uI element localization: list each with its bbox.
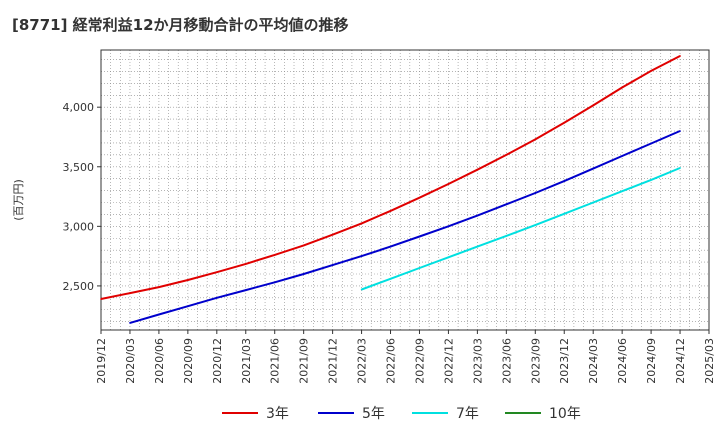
x-tick-label: 2022/12: [442, 338, 455, 384]
data-point: [244, 263, 247, 265]
x-tick-label: 2020/09: [182, 338, 195, 384]
data-point: [621, 155, 623, 157]
data-point: [563, 121, 566, 124]
x-tick-label: 2024/09: [645, 338, 658, 384]
data-point: [534, 192, 537, 194]
plot-area-frame: [100, 49, 710, 331]
chart-title: [8771] 経常利益12か月移動合計の平均値の推移: [12, 16, 349, 34]
x-tick-label: 2021/09: [298, 338, 311, 384]
legend-label: 5年: [362, 406, 385, 422]
x-tick-label: 2021/03: [240, 338, 253, 384]
x-tick-label: 2021/12: [327, 338, 340, 384]
data-point: [505, 203, 508, 206]
data-point: [389, 245, 392, 248]
data-point: [331, 233, 334, 236]
data-point: [158, 286, 160, 288]
x-tick-label: 2023/09: [529, 338, 542, 384]
x-tick-label: 2021/06: [269, 338, 282, 384]
y-axis-label: (百万円): [12, 179, 25, 221]
x-tick-label: 2024/12: [674, 338, 687, 384]
data-point: [534, 224, 537, 226]
data-point: [592, 201, 594, 204]
data-point: [476, 245, 479, 248]
data-point: [360, 255, 363, 257]
series-lines: [100, 55, 681, 324]
legend: 3年 5年 7年 10年: [222, 406, 581, 422]
data-point: [476, 214, 479, 217]
data-point: [302, 273, 305, 275]
data-point: [563, 180, 566, 182]
data-point: [331, 264, 334, 266]
data-point: [273, 281, 276, 284]
x-tick-label: 2023/03: [471, 338, 484, 384]
data-point: [650, 70, 652, 72]
series-line-5年: [129, 130, 681, 324]
data-point: [534, 138, 537, 141]
y-tick-label: 3,000: [63, 220, 95, 233]
x-tick-label: 2023/06: [500, 338, 513, 384]
x-tick-label: 2020/12: [211, 338, 224, 384]
x-tick-label: 2025/03: [703, 338, 716, 384]
data-point: [679, 167, 681, 169]
data-point: [592, 167, 594, 170]
data-point: [129, 322, 131, 324]
data-point: [447, 183, 450, 185]
x-tick-label: 2024/03: [587, 338, 600, 384]
x-tick-label: 2020/03: [124, 338, 137, 384]
x-tick-label: 2022/09: [413, 338, 426, 384]
legend-label: 3年: [266, 406, 289, 422]
data-point: [158, 313, 160, 316]
data-point: [650, 179, 652, 181]
data-point: [273, 254, 276, 256]
data-point: [418, 235, 421, 238]
y-tick-label: 3,500: [63, 161, 95, 174]
x-tick-label: 2024/06: [616, 338, 629, 384]
y-ticks: 2,500 3,000 3,500 4,000: [63, 101, 101, 293]
x-tick-label: 2022/06: [385, 338, 398, 384]
data-point: [621, 86, 623, 89]
series-line-7年: [361, 167, 681, 291]
data-point: [389, 210, 392, 212]
data-point: [447, 225, 450, 228]
x-tick-label: 2023/12: [558, 338, 571, 384]
data-point: [476, 168, 479, 171]
data-point: [505, 235, 508, 237]
x-tick-label: 2022/03: [356, 338, 369, 384]
y-tick-label: 4,000: [63, 101, 95, 114]
data-point: [302, 244, 305, 247]
data-point: [216, 297, 218, 299]
data-point: [679, 55, 681, 57]
x-tick-label: 2020/06: [153, 338, 166, 384]
data-point: [592, 104, 594, 107]
data-point: [360, 288, 363, 291]
data-point: [389, 277, 392, 280]
grid: [101, 50, 709, 330]
data-point: [418, 267, 421, 269]
data-point: [216, 271, 218, 274]
data-point: [100, 298, 102, 300]
legend-label: 7年: [456, 406, 479, 422]
data-point: [244, 289, 247, 291]
data-point: [129, 292, 131, 294]
x-ticks: 2019/12 2020/03 2020/06 2020/09 2020/12 2021/…: [95, 330, 716, 384]
legend-label: 10年: [549, 406, 581, 422]
data-point: [505, 154, 508, 156]
data-point: [621, 190, 623, 192]
data-point: [563, 213, 566, 215]
data-point: [187, 305, 189, 307]
data-point: [650, 142, 652, 145]
data-point: [187, 279, 189, 281]
y-tick-label: 2,500: [63, 280, 95, 293]
data-point: [447, 256, 450, 259]
data-point: [360, 222, 363, 225]
data-point: [679, 130, 681, 132]
data-point: [418, 196, 421, 199]
x-tick-label: 2019/12: [95, 338, 108, 384]
